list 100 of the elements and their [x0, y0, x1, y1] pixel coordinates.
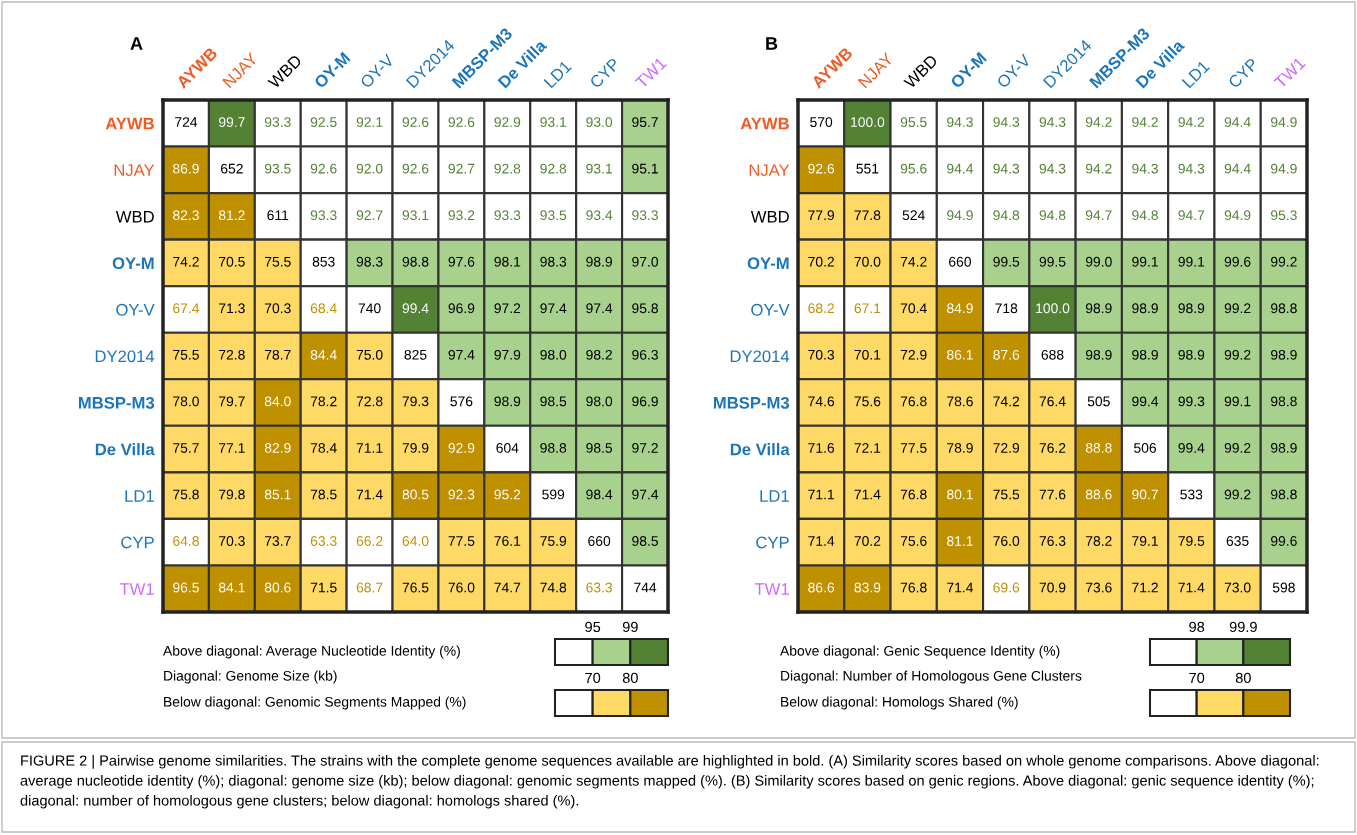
- data-label: 96.3: [632, 349, 658, 360]
- data-label: 74.8: [540, 582, 567, 593]
- text: 70: [1189, 672, 1205, 684]
- data-label: 95.7: [632, 117, 658, 127]
- data-label: 98.9: [1271, 349, 1297, 360]
- data-label: 77.8: [854, 210, 881, 221]
- data-label: 74.2: [900, 256, 927, 267]
- data-label: 93.3: [264, 117, 291, 127]
- data-label: 99.2: [1271, 256, 1297, 267]
- data-label: 97.2: [632, 442, 658, 453]
- y-tick-label: TW1: [119, 583, 154, 595]
- data-label: 92.7: [448, 163, 475, 174]
- data-label: 100.0: [851, 117, 885, 127]
- data-label: 77.1: [219, 443, 245, 453]
- text: 80: [622, 672, 638, 684]
- data-label: 94.3: [1178, 163, 1205, 174]
- data-label: 74.2: [173, 256, 199, 267]
- data-label: 93.3: [632, 210, 658, 221]
- data-label: 688: [1041, 349, 1064, 360]
- data-label: 97.4: [540, 303, 567, 314]
- x-tick-label: TW1: [1273, 56, 1306, 89]
- data-label: 744: [634, 582, 657, 593]
- x-tick-label: CYP: [1227, 57, 1259, 89]
- data-label: 96.9: [448, 303, 475, 314]
- data-label: 70.2: [808, 256, 834, 267]
- text: 70: [585, 672, 601, 684]
- data-label: 98.5: [540, 396, 567, 407]
- data-label: 82.3: [173, 210, 199, 221]
- data-label: 70.4: [900, 303, 927, 314]
- data-label: 76.8: [900, 582, 927, 593]
- data-label: 97.2: [494, 303, 521, 314]
- data-label: 99.3: [1178, 396, 1205, 407]
- data-label: 94.8: [1132, 210, 1158, 221]
- data-label: 99.4: [1132, 396, 1159, 407]
- data-label: 75.6: [900, 536, 927, 546]
- data-label: 94.3: [1039, 117, 1066, 127]
- data-label: 86.6: [808, 582, 835, 593]
- data-label: 98.9: [1178, 349, 1205, 360]
- x-tick-label: CYP: [589, 57, 621, 89]
- data-label: 68.4: [310, 303, 337, 314]
- data-label: 75.6: [854, 396, 881, 407]
- data-label: 74.2: [993, 396, 1020, 407]
- data-label: 98.9: [1085, 303, 1112, 314]
- data-label: 92.8: [494, 163, 521, 174]
- data-label: 84.0: [264, 396, 291, 407]
- data-label: 86.9: [173, 163, 199, 174]
- data-label: 98.8: [402, 256, 429, 267]
- data-label: 99.5: [993, 256, 1020, 267]
- text: 80: [1235, 672, 1251, 684]
- data-label: 94.4: [1224, 163, 1251, 174]
- y-tick-label: LD1: [760, 490, 789, 502]
- data-label: 75.9: [540, 536, 567, 546]
- data-label: 98.1: [494, 256, 521, 267]
- data-label: 635: [1226, 536, 1249, 546]
- y-tick-label: WBD: [115, 210, 154, 223]
- data-label: 72.9: [900, 349, 927, 360]
- data-label: 73.7: [264, 536, 291, 546]
- data-label: 853: [312, 256, 335, 267]
- data-label: 98.8: [540, 442, 567, 453]
- data-label: 78.9: [947, 442, 973, 453]
- data-label: 93.1: [586, 163, 612, 174]
- data-label: 98.0: [586, 396, 613, 407]
- data-label: 78.0: [173, 396, 199, 407]
- data-label: 94.9: [1271, 117, 1297, 127]
- data-label: 570: [810, 117, 833, 127]
- data-label: 611: [267, 210, 289, 221]
- data-label: 99.7: [219, 117, 245, 127]
- data-label: 93.5: [540, 210, 567, 221]
- data-label: 71.3: [219, 303, 245, 314]
- data-label: 94.2: [1132, 117, 1158, 127]
- data-label: 79.9: [402, 442, 429, 453]
- data-label: 93.3: [494, 210, 521, 221]
- data-label: 78.5: [310, 489, 337, 500]
- data-label: 99.6: [1224, 256, 1251, 267]
- data-label: 76.0: [993, 536, 1020, 546]
- data-label: 94.3: [993, 117, 1020, 127]
- data-label: 98.5: [632, 536, 658, 546]
- data-label: 740: [358, 303, 381, 314]
- data-label: 70.3: [808, 349, 835, 360]
- data-label: 94.7: [1178, 210, 1205, 221]
- data-label: 98.5: [586, 442, 613, 453]
- data-label: 98.8: [1271, 396, 1297, 407]
- data-label: 70.3: [264, 303, 291, 314]
- y-tick-label: CYP: [121, 536, 154, 549]
- data-label: 652: [220, 163, 243, 174]
- data-label: 71.1: [356, 443, 383, 453]
- data-label: 97.6: [448, 256, 475, 267]
- text: Below diagonal: Homologs Shared (%): [781, 696, 1018, 710]
- y-tick-label: OY-M: [747, 257, 789, 270]
- data-label: 98.9: [494, 396, 521, 407]
- data-label: 67.1: [854, 303, 881, 314]
- data-label: 94.8: [993, 210, 1020, 221]
- data-label: 98.3: [540, 256, 567, 267]
- data-label: 94.7: [1085, 210, 1112, 221]
- data-label: 95.1: [632, 163, 658, 174]
- data-label: 68.7: [356, 582, 383, 593]
- data-label: 74.6: [808, 396, 835, 407]
- data-label: 98.9: [1132, 349, 1158, 360]
- y-tick-label: LD1: [125, 490, 154, 502]
- y-tick-label: DY2014: [95, 350, 155, 363]
